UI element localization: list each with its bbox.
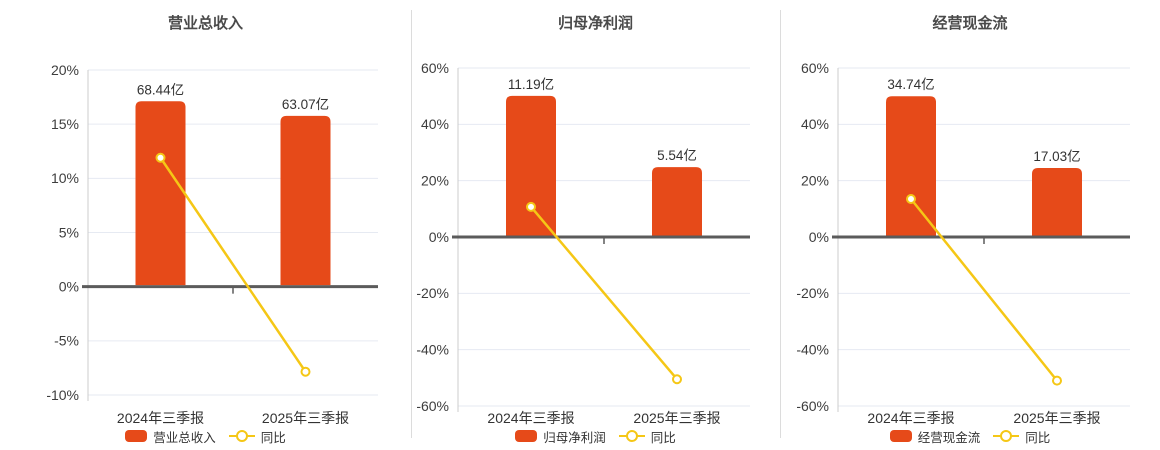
y-axis-tick-label: 60% (801, 60, 829, 76)
yoy-series-label: 同比 (650, 430, 676, 445)
y-axis-tick-label: -40% (796, 342, 829, 358)
legend-item-yoy-series[interactable]: 同比 (228, 427, 286, 446)
yoy-line-icon (618, 430, 645, 442)
yoy-marker-2025年三季报[interactable] (672, 374, 682, 385)
bar-series-swatch (515, 430, 538, 442)
y-axis-tick-label: -5% (54, 333, 79, 349)
y-axis-tick-label: 0% (809, 229, 829, 245)
y-axis-tick-label: -10% (46, 387, 79, 403)
legend-item-bar-series[interactable]: 经营现金流 (889, 427, 981, 446)
yoy-marker-2024年三季报[interactable] (906, 193, 916, 204)
chart-legend: 归母净利润 同比 (411, 427, 780, 445)
y-axis-tick-label: 0% (59, 279, 79, 295)
bar-2024年三季报[interactable] (135, 101, 186, 286)
y-axis-tick-label: 20% (801, 173, 829, 189)
yoy-line (159, 156, 307, 373)
panel-divider (410, 10, 412, 438)
bar-series-label: 经营现金流 (917, 430, 981, 445)
y-axis-tick-label: 60% (421, 60, 449, 76)
bar-series-swatch (125, 430, 148, 442)
chart-panel: 60% 40% 20% 0% -20% -40% -60% 11.19亿 5.54亿 2024年三… (416, 60, 750, 426)
y-axis-tick-label: -20% (416, 285, 449, 301)
y-axis-tick-label: -60% (796, 398, 829, 414)
bar-value-label: 5.54亿 (657, 148, 697, 163)
y-axis-tick-label: -60% (416, 398, 449, 414)
bar-series-swatch (889, 430, 912, 442)
x-axis-label: 2024年三季报 (867, 410, 954, 426)
x-axis-label: 2024年三季报 (117, 410, 204, 426)
bar-value-label: 11.19亿 (508, 77, 554, 92)
yoy-line (529, 205, 679, 381)
yoy-marker-2025年三季报[interactable] (1052, 375, 1062, 386)
chart-legend: 营业总收入 同比 (0, 427, 411, 445)
legend-item-yoy-series[interactable]: 同比 (618, 427, 676, 446)
legend-item-bar-series[interactable]: 营业总收入 (125, 427, 216, 446)
y-axis-tick-label: 20% (421, 173, 449, 189)
bar-value-label: 68.44亿 (137, 82, 184, 97)
yoy-marker-2024年三季报[interactable] (526, 201, 536, 212)
x-axis-label: 2025年三季报 (262, 410, 349, 426)
y-axis-tick-label: 10% (51, 170, 79, 186)
y-axis-tick-label: 40% (801, 116, 829, 132)
bar-2024年三季报[interactable] (506, 95, 556, 236)
panel-divider (779, 10, 781, 438)
chart-panel: 60% 40% 20% 0% -20% -40% -60% 34.74亿 17.03亿 2024年… (796, 60, 1130, 426)
bar-value-label: 17.03亿 (1033, 149, 1080, 164)
legend-item-bar-series[interactable]: 归母净利润 (515, 427, 606, 446)
y-axis-tick-label: 40% (421, 116, 449, 132)
yoy-line-icon (993, 430, 1020, 442)
yoy-line-icon (228, 430, 255, 442)
yoy-marker-2025年三季报[interactable] (300, 366, 311, 377)
yoy-line (909, 197, 1059, 382)
bar-series-label: 营业总收入 (153, 430, 216, 445)
chart-panel: 20% 15% 10% 5% 0% -5% -10% 68.44亿 63.07亿 2024年三季报… (46, 62, 378, 426)
bar-series-label: 归母净利润 (543, 430, 606, 445)
bar-value-label: 34.74亿 (887, 77, 934, 92)
y-axis-tick-label: -40% (416, 342, 449, 358)
legend-item-yoy-series[interactable]: 同比 (993, 427, 1050, 446)
bar-value-label: 63.07亿 (282, 97, 329, 112)
yoy-series-label: 同比 (260, 430, 286, 445)
bar-2024年三季报[interactable] (886, 96, 936, 236)
bar-2025年三季报[interactable] (652, 167, 702, 236)
y-axis-tick-label: -20% (796, 285, 829, 301)
y-axis-tick-label: 5% (59, 224, 79, 240)
yoy-marker-2024年三季报[interactable] (155, 152, 166, 163)
chart-title: 营业总收入 (167, 15, 244, 32)
yoy-series-label: 同比 (1025, 430, 1051, 445)
y-axis-tick-label: 15% (51, 116, 79, 132)
x-axis-label: 2025年三季报 (633, 410, 720, 426)
chart-title: 经营现金流 (932, 15, 1008, 32)
bar-2025年三季报[interactable] (1032, 167, 1082, 236)
x-axis-label: 2025年三季报 (1013, 410, 1100, 426)
chart-title: 归母净利润 (557, 15, 634, 32)
y-axis-tick-label: 0% (429, 229, 449, 245)
y-axis-tick-label: 20% (51, 62, 79, 78)
chart-legend: 经营现金流 同比 (780, 427, 1160, 445)
x-axis-label: 2024年三季报 (487, 410, 574, 426)
bar-2025年三季报[interactable] (280, 115, 331, 286)
